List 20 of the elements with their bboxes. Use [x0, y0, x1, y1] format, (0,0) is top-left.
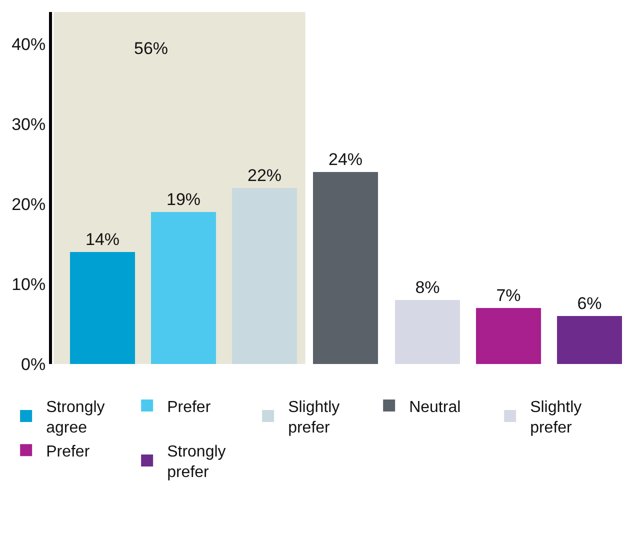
data-label: 8%: [415, 278, 440, 297]
annotation: 56%: [134, 39, 168, 58]
data-label: 7%: [496, 286, 521, 305]
y-tick-label: 20%: [12, 194, 46, 214]
y-tick-label: 10%: [12, 274, 46, 294]
data-label: 22%: [247, 166, 282, 185]
y-tick-label: 40%: [12, 34, 46, 54]
legend-label: Prefer: [46, 443, 90, 460]
data-label: 24%: [328, 150, 363, 169]
y-tick-label: 0%: [21, 354, 46, 374]
legend-label: Slightly prefer: [530, 398, 582, 437]
legend-label: Slightly prefer: [288, 398, 340, 437]
y-tick-label: 30%: [12, 114, 46, 134]
legend-label: Strongly agree: [46, 398, 105, 437]
legend-label: Neutral: [409, 398, 461, 416]
data-label: 14%: [85, 230, 120, 249]
data-label: 6%: [577, 294, 602, 313]
legend-label: Prefer: [167, 398, 212, 416]
data-label: 19%: [166, 190, 201, 209]
legend-label: Strongly prefer: [167, 443, 226, 482]
